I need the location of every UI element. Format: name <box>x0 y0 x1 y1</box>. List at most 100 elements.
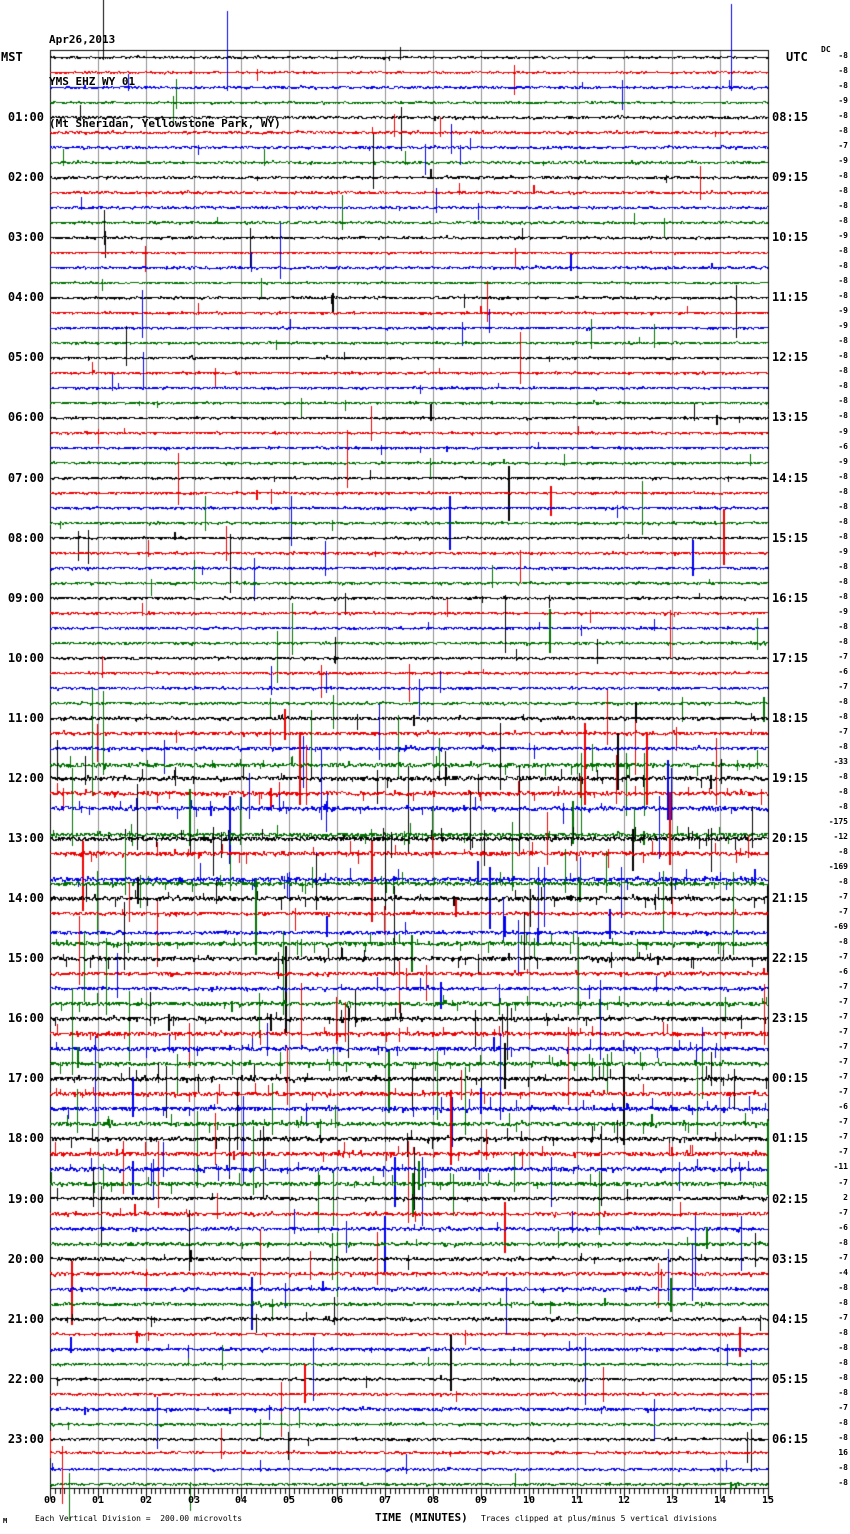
minute-label: 03 <box>187 1495 201 1506</box>
dc-value: -7 <box>838 141 848 150</box>
utc-hour-label: 08:15 <box>772 110 809 124</box>
left-axis-label-mst: MST <box>1 50 23 64</box>
dc-value: -8 <box>838 802 848 811</box>
dc-value: -8 <box>838 1238 848 1247</box>
minute-label: 02 <box>139 1495 153 1506</box>
dc-value: -8 <box>838 276 848 285</box>
dc-value: -8 <box>838 381 848 390</box>
dc-value: -8 <box>838 216 848 225</box>
left-hour-label: 12:00 <box>7 771 44 785</box>
dc-value: -9 <box>838 427 848 436</box>
left-hour-label: 07:00 <box>7 471 44 485</box>
dc-value: -6 <box>838 1223 848 1232</box>
header-station: YMS EHZ WY 01 <box>49 75 136 88</box>
left-hour-label: 22:00 <box>7 1372 44 1386</box>
minute-label: 13 <box>665 1495 679 1506</box>
minute-label: 00 <box>43 1495 57 1506</box>
utc-hour-label: 12:15 <box>772 350 809 364</box>
minute-label: 12 <box>617 1495 631 1506</box>
header-date: Apr26,2013 <box>49 33 116 46</box>
left-hour-label: 18:00 <box>7 1131 44 1145</box>
dc-value: -7 <box>838 907 848 916</box>
dc-value: -9 <box>838 457 848 466</box>
dc-value: -7 <box>838 1208 848 1217</box>
dc-value: -8 <box>838 81 848 90</box>
utc-hour-label: 11:15 <box>772 290 809 304</box>
dc-value: -9 <box>838 321 848 330</box>
utc-hour-label: 09:15 <box>772 170 809 184</box>
dc-value: -8 <box>838 787 848 796</box>
dc-value: -8 <box>838 562 848 571</box>
dc-value: -9 <box>838 231 848 240</box>
dc-value: -9 <box>838 547 848 556</box>
utc-hour-label: 03:15 <box>772 1252 809 1266</box>
dc-value: -8 <box>838 396 848 405</box>
dc-value: -7 <box>838 1178 848 1187</box>
dc-value: -7 <box>838 952 848 961</box>
minute-label: 14 <box>713 1495 727 1506</box>
utc-hour-label: 15:15 <box>772 531 809 545</box>
left-hour-label: 09:00 <box>7 591 44 605</box>
dc-value: -7 <box>838 1132 848 1141</box>
dc-value: -8 <box>838 517 848 526</box>
dc-value: -7 <box>838 1403 848 1412</box>
utc-hour-label: 05:15 <box>772 1372 809 1386</box>
dc-value: -7 <box>838 1087 848 1096</box>
left-hour-label: 16:00 <box>7 1011 44 1025</box>
dc-value: -8 <box>838 502 848 511</box>
right-axis-label-utc: UTC <box>786 50 808 64</box>
dc-value: -7 <box>838 1147 848 1156</box>
dc-value: -175 <box>828 817 848 826</box>
dc-value: -8 <box>838 171 848 180</box>
dc-value: 2 <box>843 1193 848 1202</box>
dc-value: -7 <box>838 982 848 991</box>
utc-hour-label: 13:15 <box>772 410 809 424</box>
utc-hour-label: 17:15 <box>772 651 809 665</box>
dc-value: -8 <box>838 66 848 75</box>
left-hour-label: 06:00 <box>7 410 44 424</box>
dc-value: -7 <box>838 682 848 691</box>
dc-value: -8 <box>838 411 848 420</box>
dc-value: -6 <box>838 442 848 451</box>
left-hour-label: 08:00 <box>7 531 44 545</box>
dc-value: -8 <box>838 577 848 586</box>
page-title: Apr26,2013 YMS EHZ WY 01 (Mt Sheridan, Y… <box>49 5 281 159</box>
dc-value: -6 <box>838 667 848 676</box>
dc-value: -8 <box>838 291 848 300</box>
minute-label: 06 <box>330 1495 344 1506</box>
dc-value: -8 <box>838 1283 848 1292</box>
dc-value: -8 <box>838 487 848 496</box>
dc-value: -33 <box>833 757 848 766</box>
dc-value: -4 <box>838 1268 848 1277</box>
dc-value: -7 <box>838 1253 848 1262</box>
dc-value: -12 <box>833 832 848 841</box>
dc-value: -8 <box>838 772 848 781</box>
dc-value: -8 <box>838 1358 848 1367</box>
dc-value: -11 <box>833 1162 848 1171</box>
utc-hour-label: 20:15 <box>772 831 809 845</box>
minute-label: 07 <box>378 1495 392 1506</box>
dc-value: 16 <box>838 1448 848 1457</box>
dc-value: -7 <box>838 727 848 736</box>
dc-value: -169 <box>828 862 848 871</box>
left-hour-label: 17:00 <box>7 1071 44 1085</box>
left-hour-label: 15:00 <box>7 951 44 965</box>
utc-hour-label: 06:15 <box>772 1432 809 1446</box>
dc-value: -8 <box>838 201 848 210</box>
utc-hour-label: 02:15 <box>772 1192 809 1206</box>
dc-value: -8 <box>838 712 848 721</box>
left-hour-label: 03:00 <box>7 230 44 244</box>
dc-value: -7 <box>838 1042 848 1051</box>
left-hour-label: 21:00 <box>7 1312 44 1326</box>
minute-label: 04 <box>234 1495 248 1506</box>
left-hour-label: 11:00 <box>7 711 44 725</box>
dc-value: -7 <box>838 997 848 1006</box>
dc-value: -9 <box>838 156 848 165</box>
clip-note: Traces clipped at plus/minus 5 vertical … <box>481 1514 718 1523</box>
dc-value: -8 <box>838 336 848 345</box>
left-hour-label: 19:00 <box>7 1192 44 1206</box>
utc-hour-label: 18:15 <box>772 711 809 725</box>
dc-value: -8 <box>838 111 848 120</box>
dc-value: -9 <box>838 96 848 105</box>
